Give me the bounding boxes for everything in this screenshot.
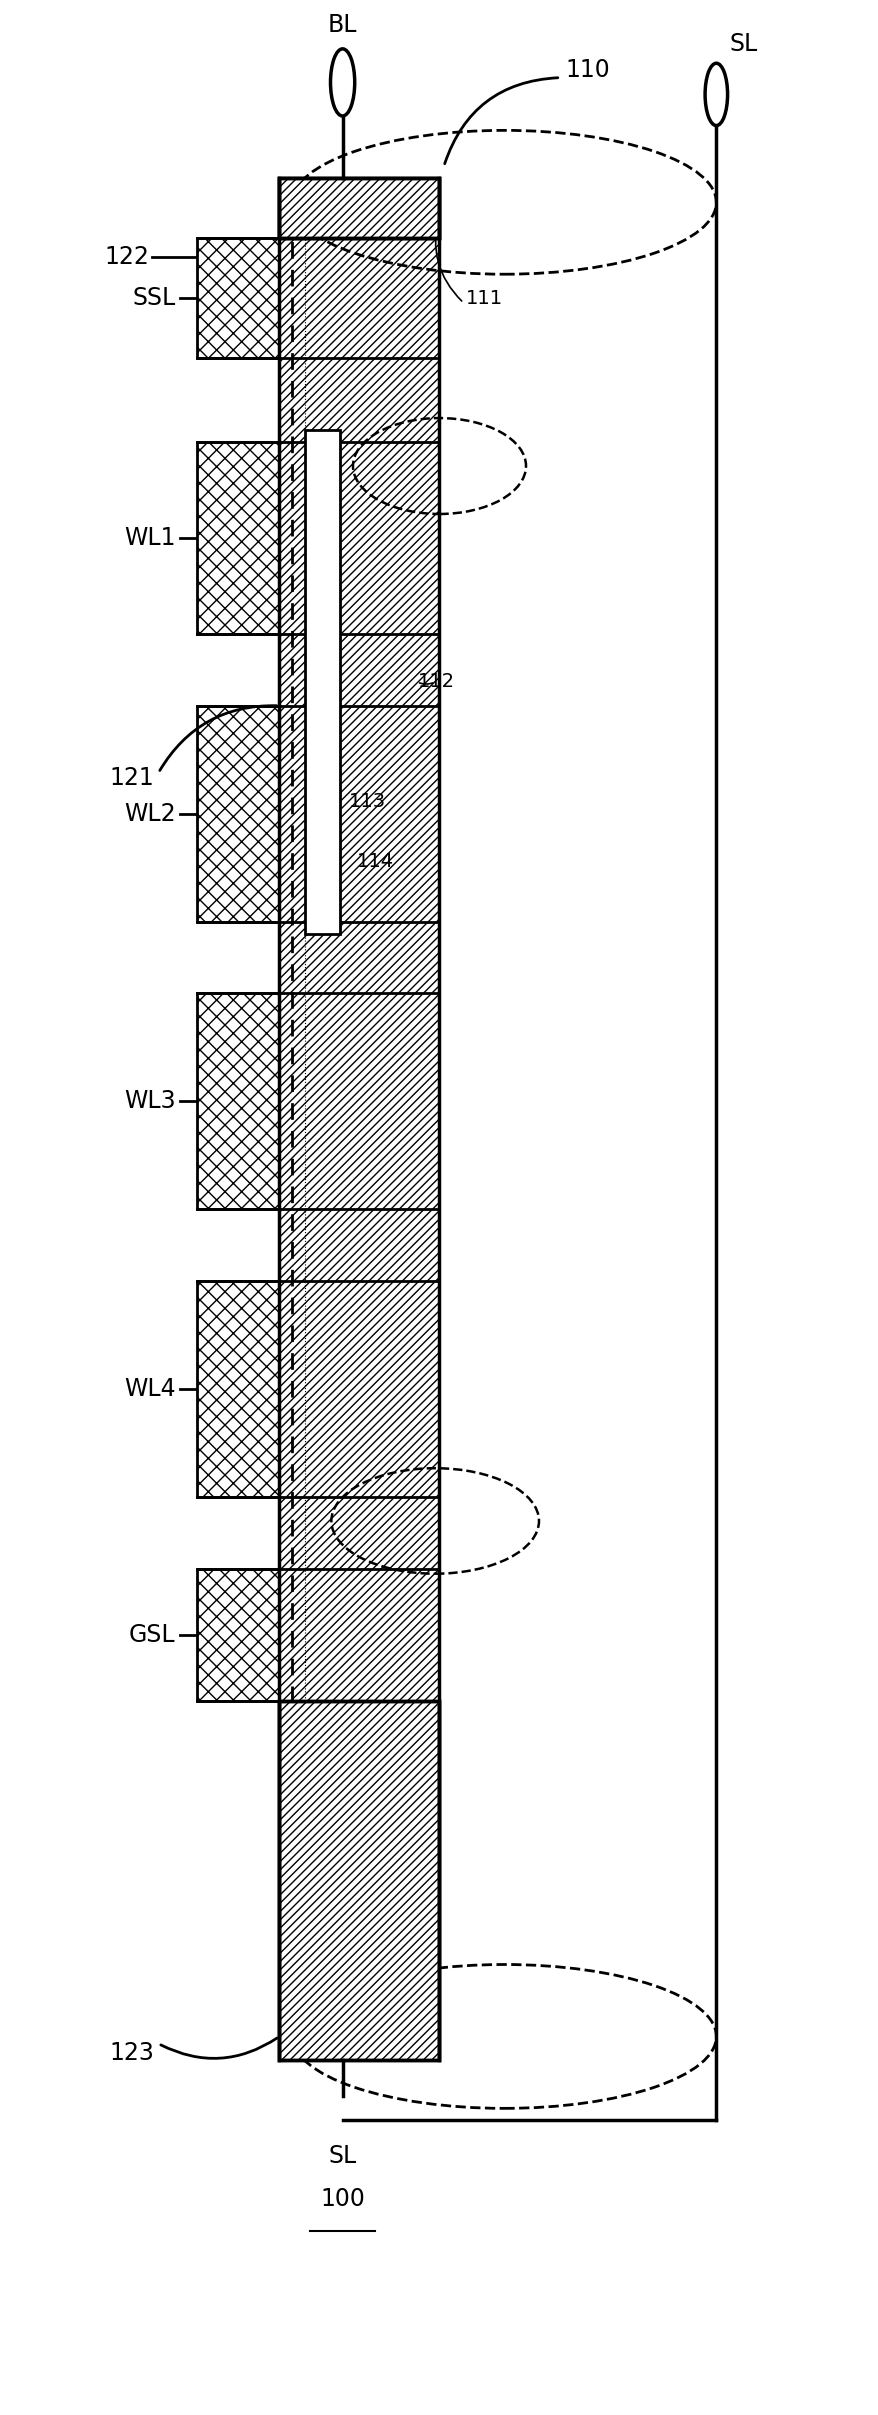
Bar xyxy=(197,993,279,1210)
Text: 122: 122 xyxy=(104,246,149,270)
Bar xyxy=(197,239,279,357)
Bar xyxy=(279,179,439,239)
Bar xyxy=(279,179,439,239)
Circle shape xyxy=(330,48,355,116)
Text: 111: 111 xyxy=(465,290,502,307)
Text: 100: 100 xyxy=(320,2188,364,2212)
Bar xyxy=(279,1700,439,2060)
Text: GSL: GSL xyxy=(129,1623,176,1647)
Text: 110: 110 xyxy=(565,58,609,82)
Bar xyxy=(305,430,340,935)
Bar xyxy=(197,442,279,633)
Bar xyxy=(279,1700,439,2060)
Text: WL1: WL1 xyxy=(124,526,176,551)
Text: 121: 121 xyxy=(109,766,154,790)
Circle shape xyxy=(704,63,727,126)
Text: SSL: SSL xyxy=(133,287,176,309)
Text: 112: 112 xyxy=(417,671,455,691)
Text: SL: SL xyxy=(328,2145,356,2169)
Text: SL: SL xyxy=(729,31,757,56)
Bar xyxy=(197,1282,279,1497)
Text: 113: 113 xyxy=(349,792,385,811)
Text: WL2: WL2 xyxy=(124,802,176,826)
Text: 123: 123 xyxy=(109,2041,154,2065)
Bar xyxy=(197,705,279,923)
Text: WL4: WL4 xyxy=(124,1377,176,1401)
Text: WL3: WL3 xyxy=(124,1089,176,1113)
Bar xyxy=(279,179,439,239)
Bar xyxy=(197,1570,279,1700)
Text: BL: BL xyxy=(327,12,357,36)
Text: 114: 114 xyxy=(357,852,394,872)
Bar xyxy=(279,179,439,2060)
